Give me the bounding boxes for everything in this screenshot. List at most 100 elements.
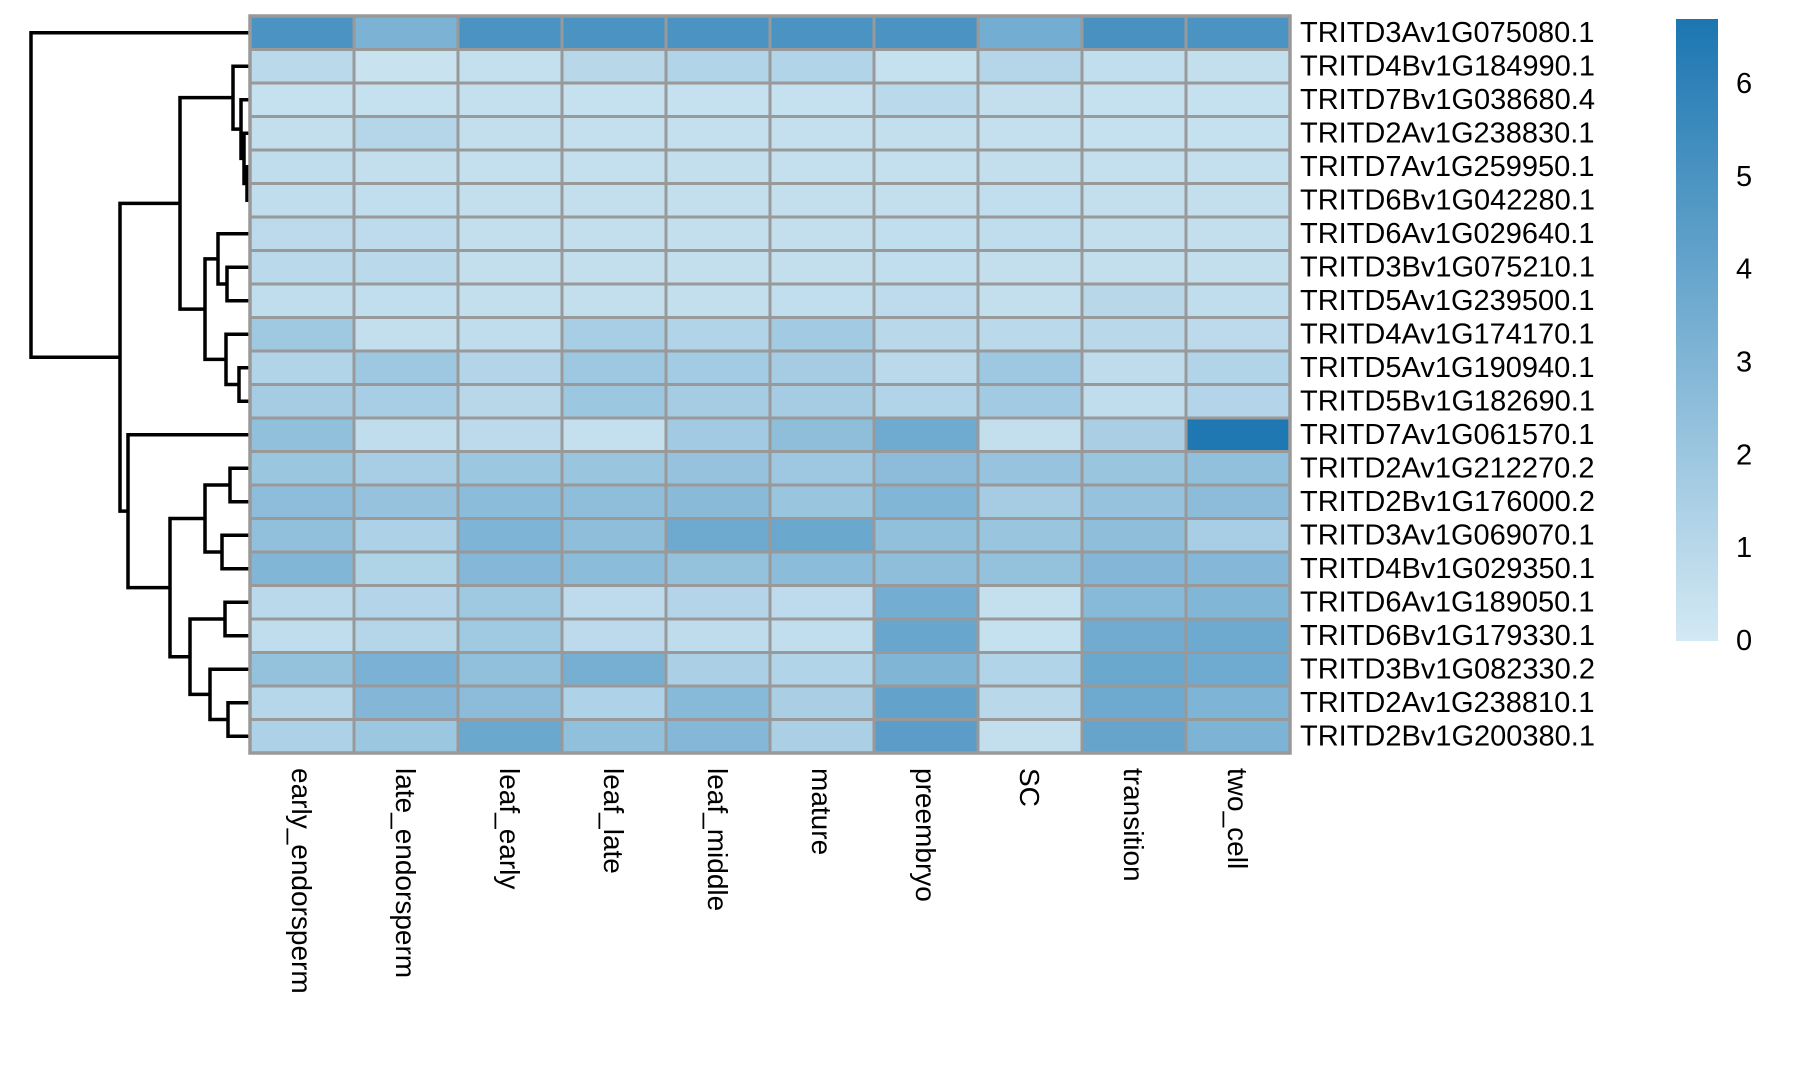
heatmap-cell xyxy=(560,349,668,386)
heatmap-cell xyxy=(560,550,668,587)
col-label: leaf_late xyxy=(598,768,629,874)
heatmap-cell xyxy=(664,584,772,621)
heatmap-cell xyxy=(352,215,460,252)
heatmap-cell xyxy=(1080,316,1188,353)
col-label: late_endorsperm xyxy=(390,768,421,978)
heatmap-cell xyxy=(352,14,460,51)
heatmap-cell xyxy=(664,48,772,85)
heatmap-cell xyxy=(456,316,564,353)
heatmap-cell xyxy=(1184,550,1292,587)
heatmap-cell xyxy=(976,651,1084,688)
heatmap-cell xyxy=(248,584,356,621)
heatmap-cell xyxy=(560,148,668,185)
heatmap-cell xyxy=(768,383,876,420)
heatmap-cell xyxy=(1080,651,1188,688)
heatmap-cell xyxy=(248,282,356,319)
heatmap-cell xyxy=(456,550,564,587)
heatmap-cell xyxy=(352,416,460,453)
row-dendrogram xyxy=(29,31,250,738)
heatmap-cell xyxy=(976,617,1084,654)
heatmap-cell xyxy=(1080,282,1188,319)
heatmap-cell xyxy=(872,550,980,587)
heatmap-cell xyxy=(1184,651,1292,688)
heatmap-cell xyxy=(1080,684,1188,721)
heatmap-cell xyxy=(560,483,668,520)
heatmap-cell xyxy=(1080,483,1188,520)
heatmap-cell xyxy=(248,148,356,185)
heatmap-cell xyxy=(664,684,772,721)
heatmap-cell xyxy=(768,249,876,286)
heatmap-cell xyxy=(976,450,1084,487)
col-label: two_cell xyxy=(1222,768,1253,869)
heatmap-cell xyxy=(352,282,460,319)
row-label: TRITD6Av1G029640.1 xyxy=(1300,218,1594,250)
row-label: TRITD6Bv1G042280.1 xyxy=(1300,184,1595,216)
col-label: early_endorsperm xyxy=(286,768,317,994)
heatmap-border xyxy=(248,14,1292,755)
heatmap-cell xyxy=(976,416,1084,453)
heatmap-cell xyxy=(352,483,460,520)
heatmap-cell xyxy=(768,182,876,219)
heatmap-cell xyxy=(976,14,1084,51)
heatmap-cell xyxy=(456,584,564,621)
heatmap-cell xyxy=(248,450,356,487)
heatmap-cell xyxy=(560,450,668,487)
colorbar-tick-label: 2 xyxy=(1736,439,1752,471)
heatmap-cell xyxy=(872,684,980,721)
col-label: mature xyxy=(806,768,837,855)
row-label: TRITD2Av1G238830.1 xyxy=(1300,117,1594,149)
heatmap-cell xyxy=(248,182,356,219)
heatmap-cell xyxy=(872,450,980,487)
heatmap-cell xyxy=(1080,182,1188,219)
heatmap-cell xyxy=(768,215,876,252)
heatmap-cell xyxy=(976,115,1084,152)
heatmap-cell xyxy=(664,651,772,688)
heatmap-cell xyxy=(560,14,668,51)
heatmap-cell xyxy=(1184,617,1292,654)
heatmap-cell xyxy=(352,249,460,286)
heatmap-cell xyxy=(768,48,876,85)
heatmap-cell xyxy=(352,651,460,688)
heatmap-cell xyxy=(768,651,876,688)
heatmap-cell xyxy=(976,584,1084,621)
heatmap-cell xyxy=(976,550,1084,587)
heatmap-cell xyxy=(872,14,980,51)
col-label: SC xyxy=(1014,768,1045,807)
heatmap-cell xyxy=(872,282,980,319)
heatmap-cell xyxy=(976,684,1084,721)
heatmap-cell xyxy=(872,249,980,286)
heatmap-cell xyxy=(768,316,876,353)
row-label: TRITD7Av1G061570.1 xyxy=(1300,419,1594,451)
heatmap-cell xyxy=(456,14,564,51)
heatmap-cell xyxy=(976,383,1084,420)
heatmap-cell xyxy=(1184,584,1292,621)
colorbar-tick-label: 6 xyxy=(1736,68,1752,100)
heatmap-cell xyxy=(768,617,876,654)
heatmap-cell xyxy=(872,148,980,185)
row-label: TRITD5Av1G239500.1 xyxy=(1300,285,1594,317)
row-labels: TRITD3Av1G075080.1TRITD4Bv1G184990.1TRIT… xyxy=(1300,17,1595,753)
heatmap-cell xyxy=(352,115,460,152)
heatmap-cell xyxy=(560,316,668,353)
heatmap-cell xyxy=(1184,182,1292,219)
heatmap-cell xyxy=(1080,81,1188,118)
heatmap-cell xyxy=(248,651,356,688)
heatmap-cell xyxy=(976,282,1084,319)
heatmap-cell xyxy=(560,651,668,688)
heatmap-cell xyxy=(976,48,1084,85)
heatmap-cell xyxy=(1184,215,1292,252)
heatmap-cell xyxy=(248,383,356,420)
heatmap-cell xyxy=(560,115,668,152)
heatmap-cell xyxy=(768,416,876,453)
heatmap-cell xyxy=(872,349,980,386)
heatmap-cell xyxy=(768,349,876,386)
heatmap-cell xyxy=(664,483,772,520)
heatmap-cell xyxy=(976,148,1084,185)
heatmap-cell xyxy=(1080,148,1188,185)
heatmap-cell xyxy=(248,517,356,554)
heatmap-cell xyxy=(1184,48,1292,85)
heatmap-cell xyxy=(1080,617,1188,654)
heatmap-cell xyxy=(352,383,460,420)
row-label: TRITD3Av1G075080.1 xyxy=(1300,17,1594,49)
